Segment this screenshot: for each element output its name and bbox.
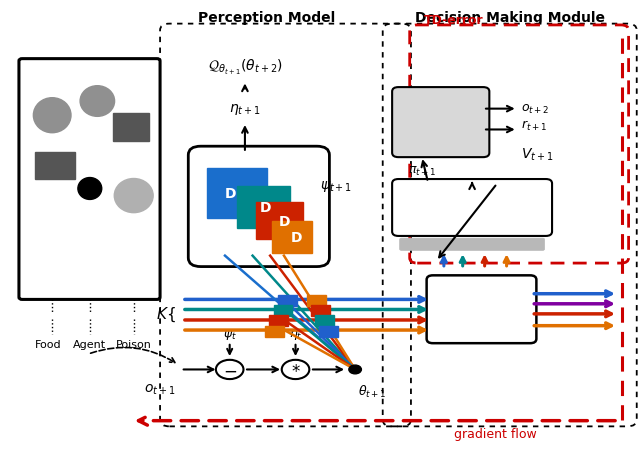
Text: Agent: Agent xyxy=(73,339,106,349)
Text: D: D xyxy=(225,187,237,201)
Text: Rel: Rel xyxy=(470,302,493,317)
Text: TD-error: TD-error xyxy=(424,14,483,27)
Bar xyxy=(265,326,284,337)
Text: $\eta_{t+1}$: $\eta_{t+1}$ xyxy=(229,101,261,116)
Text: $r_{t+1}$: $r_{t+1}$ xyxy=(521,119,547,133)
Text: MLP: MLP xyxy=(458,201,486,215)
FancyArrowPatch shape xyxy=(90,348,175,363)
Ellipse shape xyxy=(33,98,71,133)
FancyBboxPatch shape xyxy=(399,238,545,251)
Bar xyxy=(307,296,326,307)
Text: Env: Env xyxy=(428,116,454,130)
Bar xyxy=(35,152,76,180)
Text: $o_{t+2}$: $o_{t+2}$ xyxy=(521,103,549,116)
Text: D: D xyxy=(278,214,290,228)
Text: $*$: $*$ xyxy=(291,361,300,379)
Text: $o_{t+1}$: $o_{t+1}$ xyxy=(144,382,176,396)
Text: Food: Food xyxy=(35,339,61,349)
FancyBboxPatch shape xyxy=(427,276,536,344)
Bar xyxy=(273,306,292,317)
Bar xyxy=(278,296,297,307)
Ellipse shape xyxy=(80,86,115,117)
Text: Decision Making Module: Decision Making Module xyxy=(415,10,605,25)
Bar xyxy=(315,316,334,327)
Text: $\psi_t$: $\psi_t$ xyxy=(223,327,237,341)
Bar xyxy=(269,316,288,327)
Text: D: D xyxy=(291,231,302,244)
Bar xyxy=(113,113,149,142)
Circle shape xyxy=(282,360,309,379)
Text: $V_{t+1}$: $V_{t+1}$ xyxy=(521,146,553,162)
Bar xyxy=(311,306,330,317)
Bar xyxy=(237,187,290,228)
Text: Perception Model: Perception Model xyxy=(198,10,335,25)
Text: $\theta_{t+1}$: $\theta_{t+1}$ xyxy=(358,383,387,399)
Text: Poison: Poison xyxy=(116,339,152,349)
Text: $\eta_t$: $\eta_t$ xyxy=(289,327,302,341)
Text: $-$: $-$ xyxy=(223,361,237,379)
Ellipse shape xyxy=(78,178,102,200)
Text: $\mathcal{Q}_{\theta_{t+1}}(\theta_{t+2})$: $\mathcal{Q}_{\theta_{t+1}}(\theta_{t+2}… xyxy=(207,58,282,77)
Text: gradient flow: gradient flow xyxy=(454,427,537,440)
Bar xyxy=(207,169,267,219)
Circle shape xyxy=(216,360,243,379)
Text: D: D xyxy=(260,201,271,215)
FancyBboxPatch shape xyxy=(188,147,330,267)
FancyBboxPatch shape xyxy=(392,88,490,158)
Bar xyxy=(256,203,303,240)
Bar xyxy=(272,221,312,254)
Text: $K\{$: $K\{$ xyxy=(156,305,176,324)
FancyBboxPatch shape xyxy=(19,60,160,300)
Bar xyxy=(319,326,337,337)
Ellipse shape xyxy=(115,179,153,213)
Circle shape xyxy=(349,365,362,374)
FancyBboxPatch shape xyxy=(392,180,552,237)
Text: $\psi_{t+1}$: $\psi_{t+1}$ xyxy=(320,179,352,194)
Text: $\pi_{t+1}$: $\pi_{t+1}$ xyxy=(408,164,436,177)
